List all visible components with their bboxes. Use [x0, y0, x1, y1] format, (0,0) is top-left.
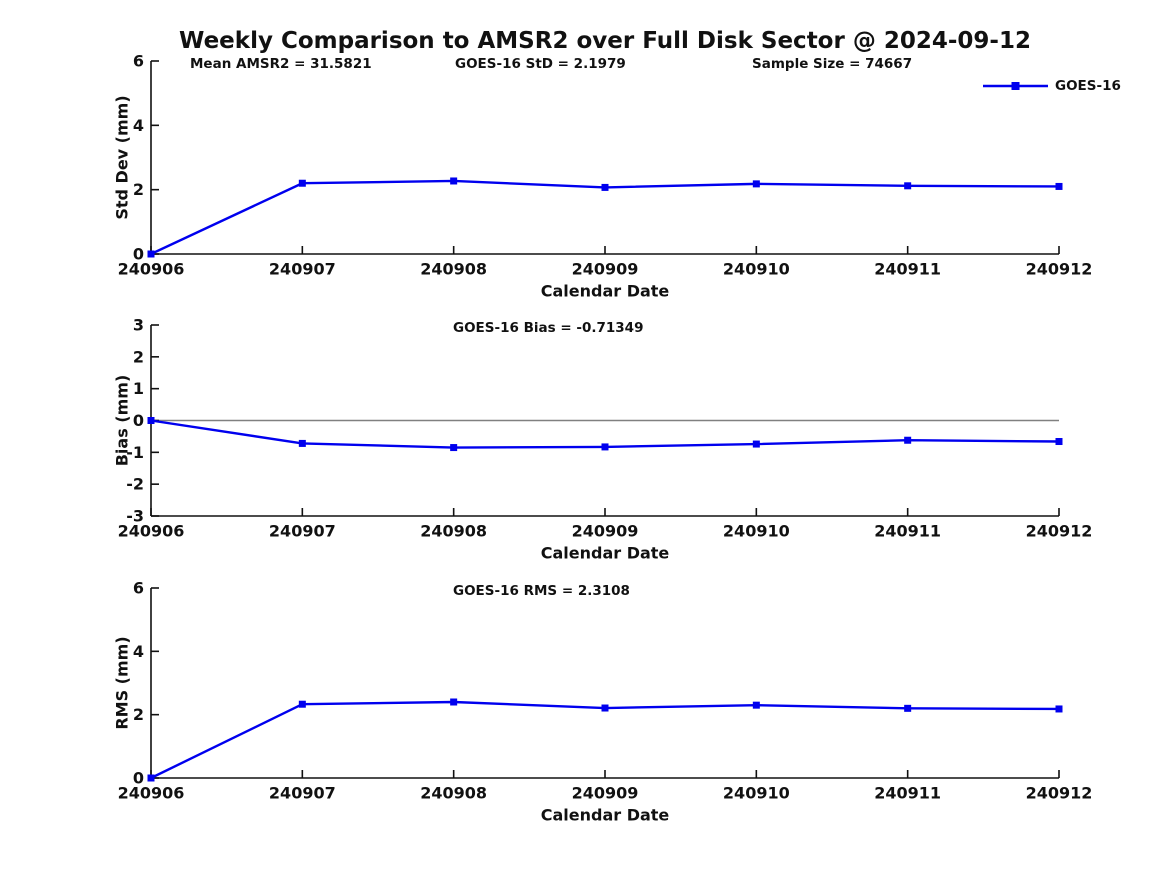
x-tick-label: 240908 — [420, 260, 487, 279]
x-axis-title: Calendar Date — [541, 806, 670, 825]
y-tick-label: 6 — [133, 52, 144, 71]
x-tick-label: 240910 — [723, 522, 790, 541]
x-tick-label: 240912 — [1026, 784, 1093, 803]
x-tick-label: 240909 — [572, 260, 639, 279]
data-point-marker — [298, 700, 306, 708]
y-axis-title: RMS (mm) — [113, 636, 132, 729]
y-tick-label: 0 — [133, 245, 144, 264]
data-point-marker — [450, 698, 458, 706]
x-axis-title: Calendar Date — [541, 544, 670, 563]
figure-title: Weekly Comparison to AMSR2 over Full Dis… — [179, 28, 1031, 54]
x-tick-label: 240909 — [572, 784, 639, 803]
y-tick-label: 4 — [133, 642, 144, 661]
y-tick-label: 0 — [133, 769, 144, 788]
data-point-marker — [904, 182, 912, 190]
x-tick-label: 240908 — [420, 784, 487, 803]
y-axis-title: Std Dev (mm) — [113, 95, 132, 219]
x-tick-label: 240906 — [118, 784, 185, 803]
data-point-marker — [298, 439, 306, 447]
data-point-marker — [601, 183, 609, 191]
y-tick-label: 4 — [133, 116, 144, 135]
x-tick-label: 240907 — [269, 260, 336, 279]
y-tick-label: 1 — [133, 379, 144, 398]
x-tick-label: 240906 — [118, 260, 185, 279]
y-tick-label: 2 — [133, 347, 144, 366]
x-tick-label: 240912 — [1026, 260, 1093, 279]
annotation-text: GOES-16 Bias = -0.71349 — [453, 320, 643, 336]
y-tick-label: -3 — [126, 507, 144, 526]
y-tick-label: 2 — [133, 705, 144, 724]
x-tick-label: 240910 — [723, 784, 790, 803]
y-tick-label: -2 — [126, 475, 144, 494]
x-tick-label: 240907 — [269, 522, 336, 541]
data-point-marker — [147, 250, 155, 258]
annotation-text: Mean AMSR2 = 31.5821 — [190, 56, 372, 72]
data-point-marker — [904, 704, 912, 712]
data-point-marker — [450, 177, 458, 185]
x-tick-label: 240908 — [420, 522, 487, 541]
x-tick-label: 240910 — [723, 260, 790, 279]
data-point-marker — [601, 443, 609, 451]
data-line — [150, 179, 1060, 256]
data-point-marker — [752, 180, 760, 188]
x-tick-label: 240909 — [572, 522, 639, 541]
data-point-marker — [1055, 182, 1063, 190]
y-tick-label: 6 — [133, 579, 144, 598]
data-point-marker — [601, 704, 609, 712]
x-tick-label: 240911 — [874, 784, 941, 803]
x-tick-label: 240907 — [269, 784, 336, 803]
y-tick-label: 0 — [133, 411, 144, 430]
y-tick-label: 3 — [133, 316, 144, 335]
data-point-marker — [752, 440, 760, 448]
data-point-marker — [1055, 438, 1063, 446]
data-point-marker — [1055, 705, 1063, 713]
x-tick-label: 240911 — [874, 522, 941, 541]
data-point-marker — [147, 417, 155, 424]
data-point-marker — [752, 701, 760, 709]
x-tick-label: 240912 — [1026, 522, 1093, 541]
data-point-marker — [904, 436, 912, 444]
y-axis-title: Bias (mm) — [113, 375, 132, 467]
annotation-text: Sample Size = 74667 — [752, 56, 912, 72]
annotation-text: GOES-16 StD = 2.1979 — [455, 56, 626, 72]
data-line — [150, 700, 1060, 780]
x-tick-label: 240911 — [874, 260, 941, 279]
data-point-marker — [298, 179, 306, 187]
y-tick-label: -1 — [126, 443, 144, 462]
annotation-text: GOES-16 RMS = 2.3108 — [453, 583, 630, 599]
data-point-marker — [450, 444, 458, 452]
legend-marker — [1011, 82, 1020, 90]
legend-label: GOES-16 — [1055, 78, 1121, 94]
y-tick-label: 2 — [133, 180, 144, 199]
x-tick-label: 240906 — [118, 522, 185, 541]
data-point-marker — [147, 774, 155, 782]
x-axis-title: Calendar Date — [541, 282, 670, 301]
